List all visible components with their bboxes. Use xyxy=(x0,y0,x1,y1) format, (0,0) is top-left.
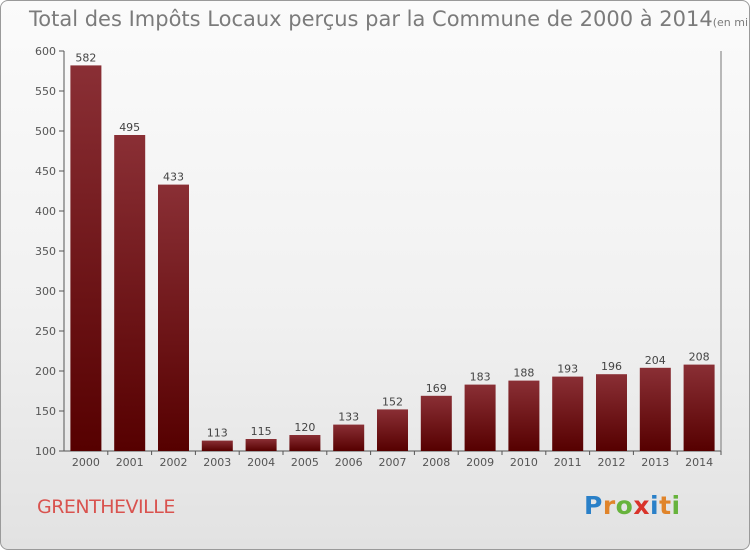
data-label: 193 xyxy=(557,363,578,376)
x-tick-label: 2011 xyxy=(554,456,582,469)
y-tick-label: 350 xyxy=(35,245,56,258)
x-tick-label: 2010 xyxy=(510,456,538,469)
y-tick-label: 550 xyxy=(35,85,56,98)
y-tick-label: 100 xyxy=(35,445,56,458)
bar xyxy=(201,440,233,451)
data-labels: 582 495 433 113 115 120 133 152 169 183 188 193 196 2… xyxy=(75,51,709,439)
x-tick-label: 2003 xyxy=(203,456,231,469)
x-tick-label: 2014 xyxy=(685,456,713,469)
chart-title-text: Total des Impôts Locaux perçus par la Co… xyxy=(29,7,713,31)
logo-letter: x xyxy=(633,491,650,520)
data-label: 204 xyxy=(645,354,666,367)
commune-name: GRENTHEVILLE xyxy=(37,496,175,518)
bar xyxy=(289,435,321,451)
y-tick-label: 600 xyxy=(35,45,56,58)
logo-letter: r xyxy=(602,491,616,520)
axes: 100 150 200 250 300 350 400 450 500 550 600 2000 200… xyxy=(35,45,722,469)
x-tick-label: 2004 xyxy=(247,456,275,469)
x-tick-label: 2013 xyxy=(641,456,669,469)
logo-letter: o xyxy=(615,491,634,520)
x-tick-label: 2006 xyxy=(335,456,363,469)
x-tick-label: 2008 xyxy=(422,456,450,469)
data-label: 115 xyxy=(251,425,272,438)
data-label: 152 xyxy=(382,395,403,408)
bar xyxy=(377,409,408,451)
bar xyxy=(114,135,146,451)
proxiti-logo[interactable]: Proxiti xyxy=(584,491,681,520)
bars xyxy=(70,65,715,452)
y-tick-label: 450 xyxy=(35,165,56,178)
y-tick-label: 300 xyxy=(35,285,56,298)
x-tick-label: 2001 xyxy=(116,456,144,469)
data-label: 113 xyxy=(207,427,228,440)
bar xyxy=(596,374,627,451)
bar xyxy=(333,424,365,451)
data-label: 495 xyxy=(119,121,140,134)
x-tick-label: 2000 xyxy=(72,456,100,469)
data-label: 196 xyxy=(601,360,622,373)
data-label: 433 xyxy=(163,171,184,184)
bar xyxy=(245,439,277,451)
x-tick-label: 2007 xyxy=(379,456,407,469)
x-tick-label: 2005 xyxy=(291,456,319,469)
data-label: 120 xyxy=(294,421,315,434)
logo-letter: i xyxy=(650,491,660,520)
bar xyxy=(70,65,102,452)
data-label: 208 xyxy=(689,351,710,364)
y-tick-label: 150 xyxy=(35,405,56,418)
data-label: 183 xyxy=(470,371,491,384)
x-tick-label: 2012 xyxy=(598,456,626,469)
y-tick-label: 250 xyxy=(35,325,56,338)
y-tick-label: 400 xyxy=(35,205,56,218)
bar xyxy=(683,364,715,451)
data-label: 133 xyxy=(338,411,359,424)
chart-title: Total des Impôts Locaux perçus par la Co… xyxy=(29,7,749,31)
chart-unit: (en milliers d'€) xyxy=(712,16,749,29)
bar xyxy=(508,380,540,451)
y-tick-label: 500 xyxy=(35,125,56,138)
bar xyxy=(420,395,452,451)
bar xyxy=(552,376,584,451)
logo-letter: t xyxy=(659,491,672,520)
data-label: 582 xyxy=(75,51,96,64)
bar xyxy=(158,184,189,451)
data-label: 169 xyxy=(426,382,447,395)
bar xyxy=(464,384,496,451)
x-tick-label: 2009 xyxy=(466,456,494,469)
y-tick-label: 200 xyxy=(35,365,56,378)
logo-letter: P xyxy=(584,491,603,520)
logo-letter: i xyxy=(671,491,681,520)
data-label: 188 xyxy=(513,367,534,380)
bar xyxy=(639,367,671,451)
x-tick-label: 2002 xyxy=(160,456,188,469)
